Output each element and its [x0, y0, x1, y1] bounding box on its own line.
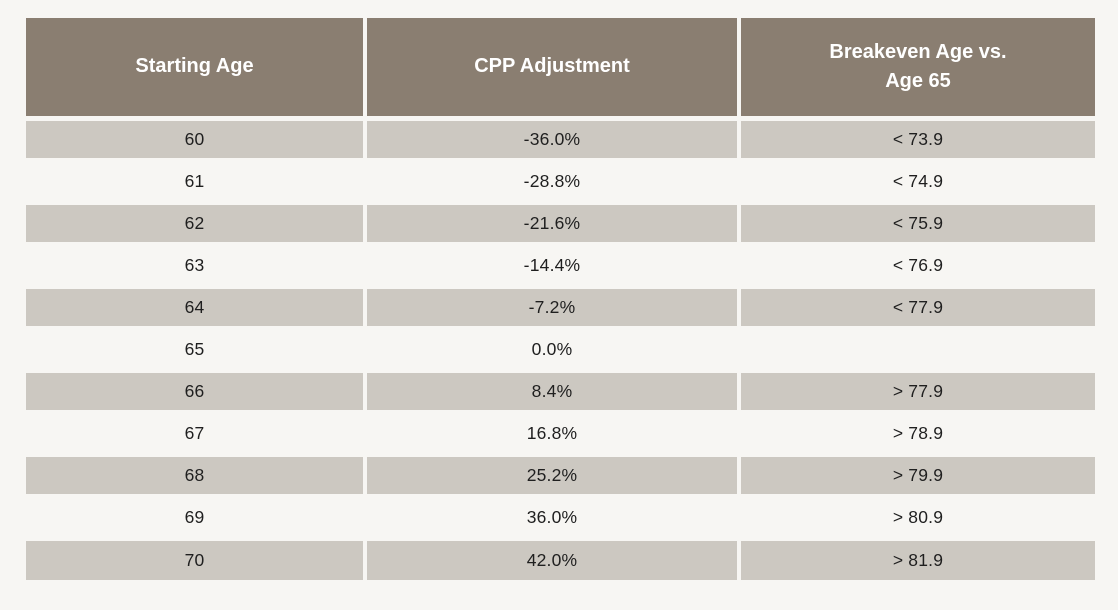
cell-breakeven-age: < 75.9 [737, 199, 1095, 244]
cell-starting-age: 70 [26, 535, 365, 580]
table-row: 66 8.4% > 77.9 [26, 367, 1095, 412]
table-row: 60 -36.0% < 73.9 [26, 115, 1095, 160]
column-header-breakeven-age: Breakeven Age vs. Age 65 [737, 18, 1095, 118]
header-row: Starting Age CPP Adjustment Breakeven Ag… [26, 18, 1095, 118]
cell-cpp-adjustment: 36.0% [363, 493, 739, 538]
cell-starting-age: 65 [26, 325, 365, 370]
cell-breakeven-age [737, 325, 1095, 370]
cell-cpp-adjustment: -7.2% [363, 283, 739, 328]
cell-cpp-adjustment: -21.6% [363, 199, 739, 244]
table-row: 68 25.2% > 79.9 [26, 451, 1095, 496]
cell-breakeven-age: < 77.9 [737, 283, 1095, 328]
cell-cpp-adjustment: 16.8% [363, 409, 739, 454]
cell-starting-age: 67 [26, 409, 365, 454]
cell-cpp-adjustment: 25.2% [363, 451, 739, 496]
table-row: 61 -28.8% < 74.9 [26, 157, 1095, 202]
table-row: 64 -7.2% < 77.9 [26, 283, 1095, 328]
cell-starting-age: 62 [26, 199, 365, 244]
cell-cpp-adjustment: 8.4% [363, 367, 739, 412]
table-row: 62 -21.6% < 75.9 [26, 199, 1095, 244]
table-row: 63 -14.4% < 76.9 [26, 241, 1095, 286]
cpp-table-container: Starting Age CPP Adjustment Breakeven Ag… [26, 18, 1095, 580]
cell-cpp-adjustment: -36.0% [363, 115, 739, 160]
cell-starting-age: 69 [26, 493, 365, 538]
cell-cpp-adjustment: 0.0% [363, 325, 739, 370]
table-row: 65 0.0% [26, 325, 1095, 370]
table-row: 69 36.0% > 80.9 [26, 493, 1095, 538]
table-row: 70 42.0% > 81.9 [26, 535, 1095, 580]
cpp-breakeven-table: Starting Age CPP Adjustment Breakeven Ag… [26, 18, 1095, 580]
column-header-cpp-adjustment: CPP Adjustment [363, 18, 739, 118]
cell-starting-age: 60 [26, 115, 365, 160]
cell-cpp-adjustment: -28.8% [363, 157, 739, 202]
column-header-starting-age: Starting Age [26, 18, 365, 118]
cell-breakeven-age: > 78.9 [737, 409, 1095, 454]
cell-breakeven-age: < 76.9 [737, 241, 1095, 286]
cell-starting-age: 63 [26, 241, 365, 286]
cell-starting-age: 66 [26, 367, 365, 412]
cell-starting-age: 61 [26, 157, 365, 202]
cell-cpp-adjustment: -14.4% [363, 241, 739, 286]
cell-starting-age: 68 [26, 451, 365, 496]
cell-breakeven-age: > 81.9 [737, 535, 1095, 580]
cell-cpp-adjustment: 42.0% [363, 535, 739, 580]
cell-starting-age: 64 [26, 283, 365, 328]
cell-breakeven-age: < 74.9 [737, 157, 1095, 202]
cell-breakeven-age: < 73.9 [737, 115, 1095, 160]
cell-breakeven-age: > 80.9 [737, 493, 1095, 538]
cell-breakeven-age: > 77.9 [737, 367, 1095, 412]
cell-breakeven-age: > 79.9 [737, 451, 1095, 496]
table-row: 67 16.8% > 78.9 [26, 409, 1095, 454]
